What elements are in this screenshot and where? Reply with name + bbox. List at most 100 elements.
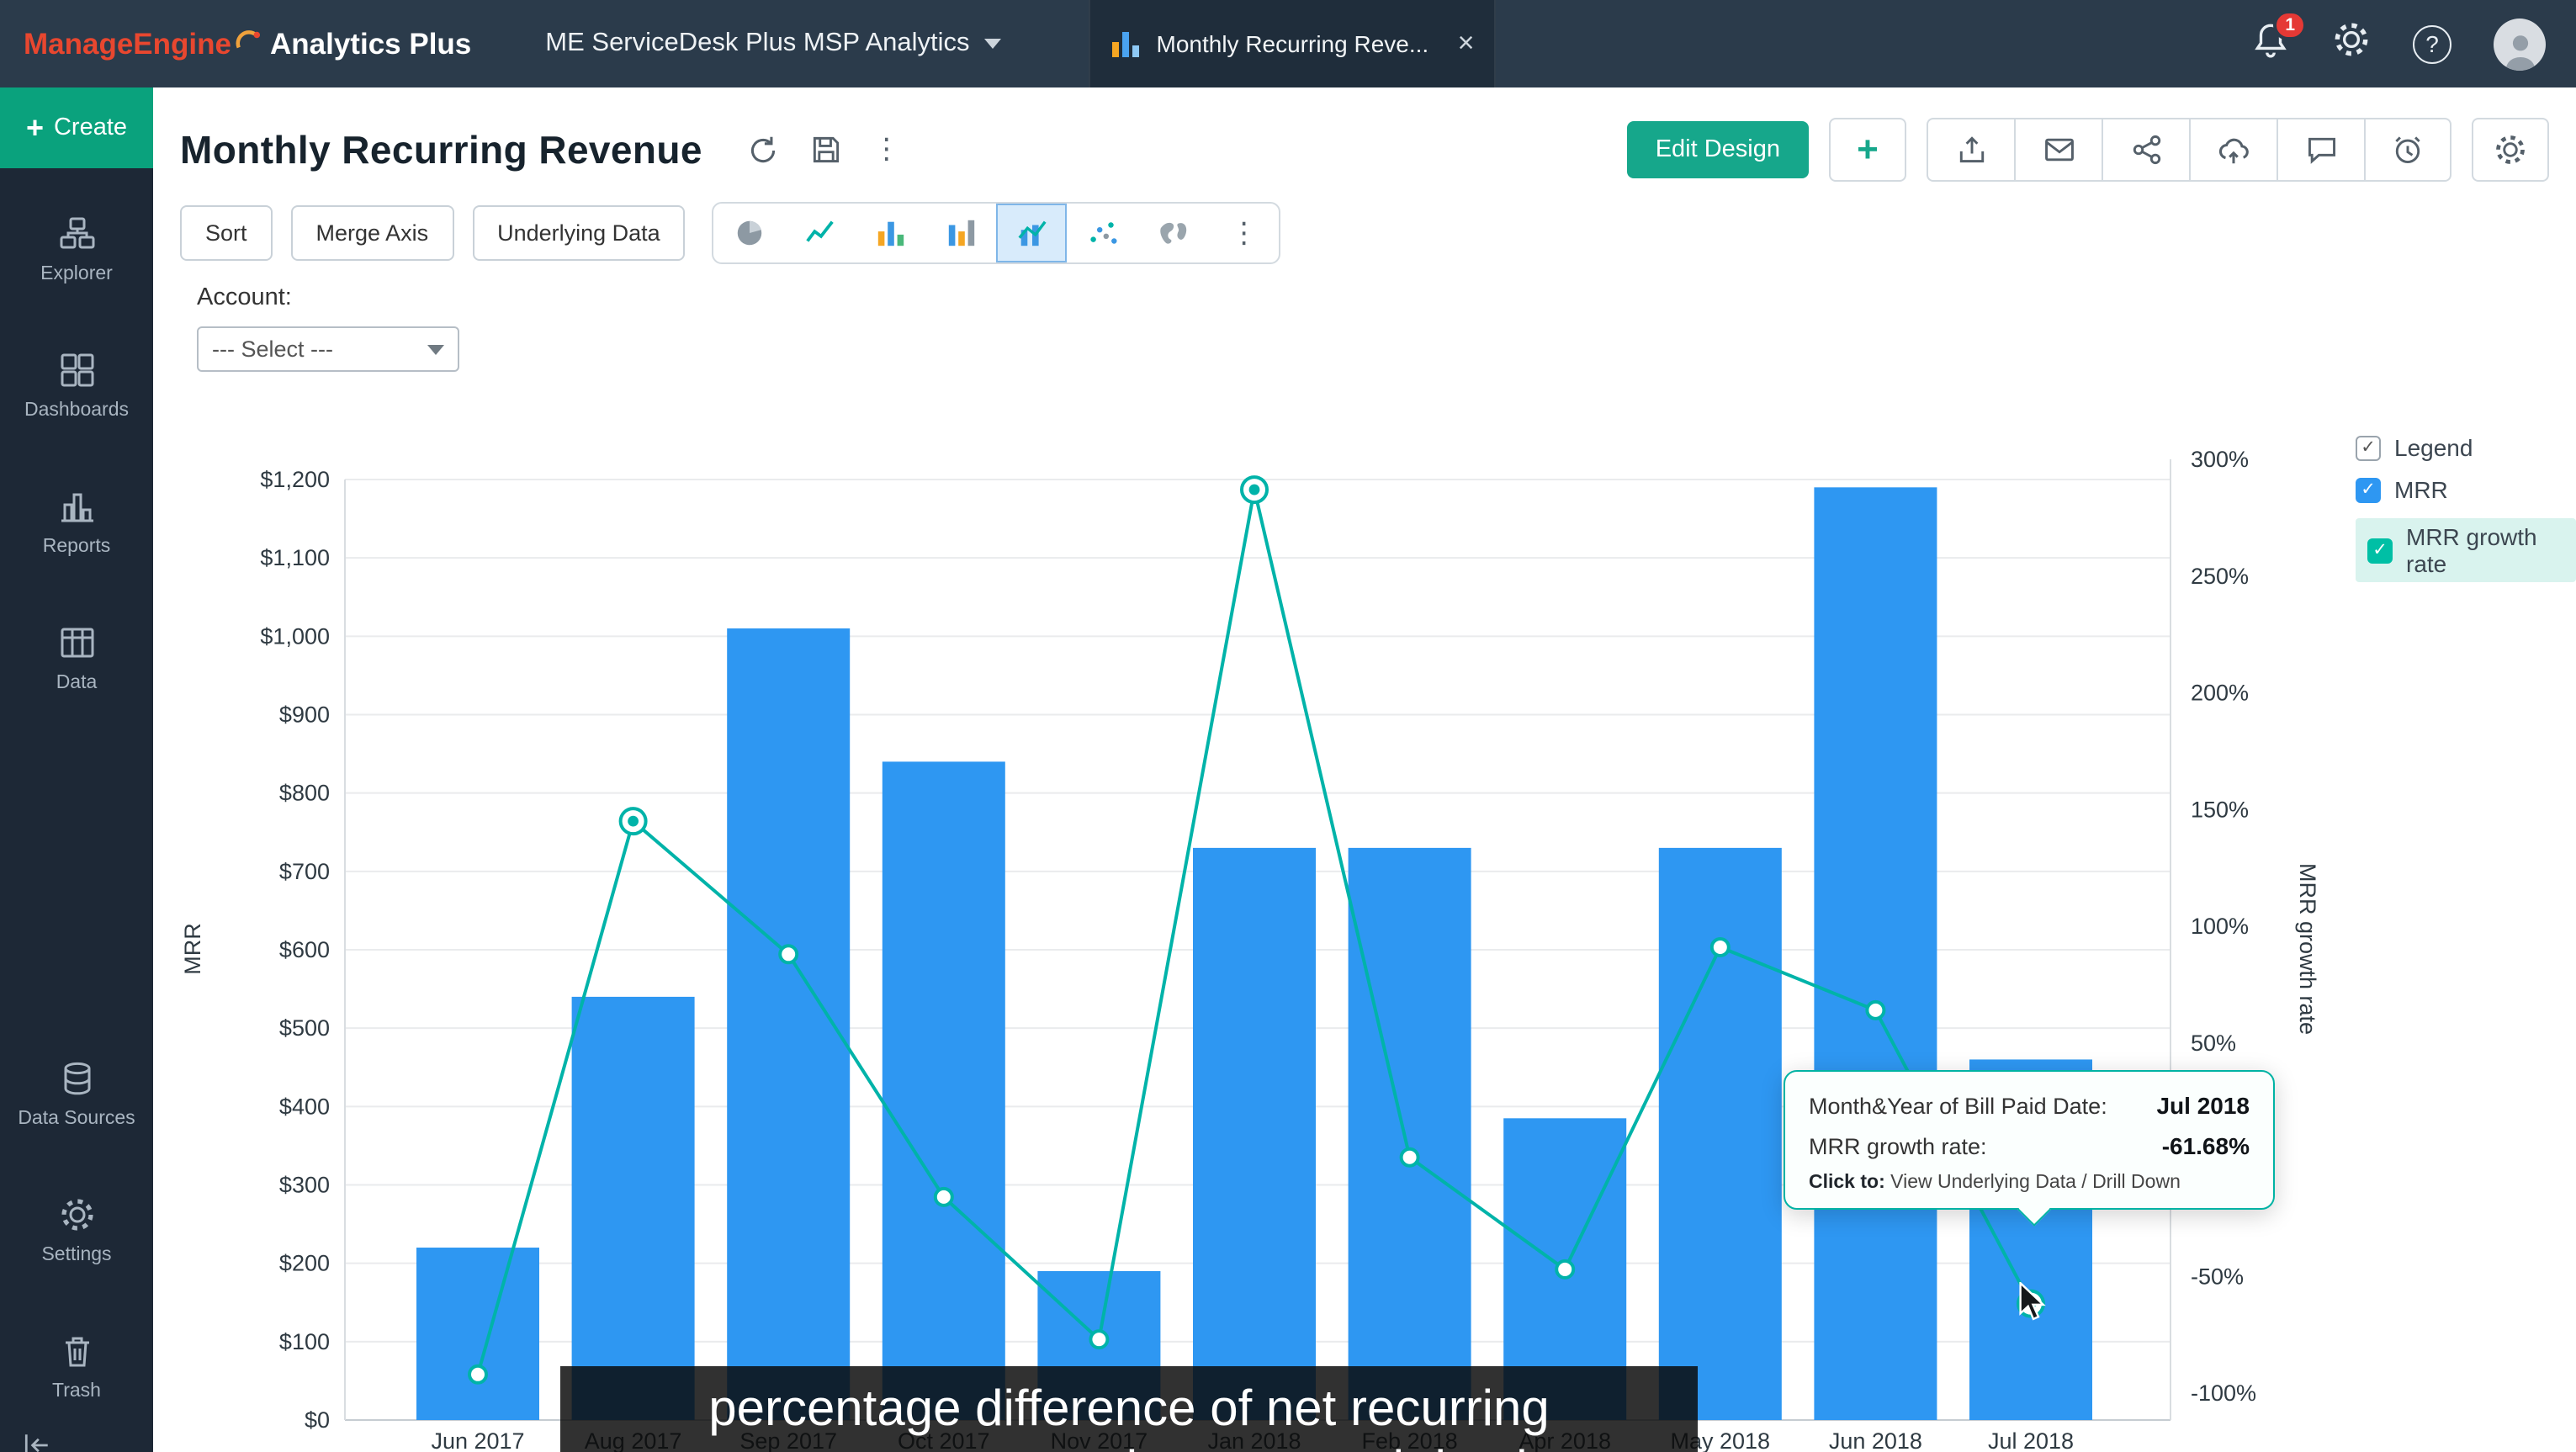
chevron-down-icon [984, 39, 1002, 49]
svg-text:50%: 50% [2191, 1031, 2236, 1056]
chart-type-pie[interactable] [714, 204, 785, 262]
legend-item-mrr-growth-rate[interactable]: ✓ MRR growth rate [2356, 518, 2576, 582]
sidebar-item-dashboards[interactable]: Dashboards [0, 331, 153, 441]
chart-type-bar[interactable] [856, 204, 926, 262]
column-chart-icon [948, 220, 974, 246]
sidebar-spacer [0, 713, 153, 1013]
notification-badge: 1 [2273, 10, 2307, 40]
cursor-arrow-icon [2019, 1280, 2046, 1321]
legend-item-mrr[interactable]: ✓ MRR [2356, 476, 2576, 503]
comments-button[interactable] [2277, 118, 2364, 182]
share-button[interactable] [2102, 118, 2189, 182]
sidebar-item-data-sources[interactable]: Data Sources [0, 1040, 153, 1149]
sidebar-item-settings[interactable]: Settings [0, 1176, 153, 1285]
svg-text:300%: 300% [2191, 447, 2249, 472]
legend-item-label: MRR growth rate [2406, 523, 2537, 577]
more-options-icon[interactable]: ⋮ [872, 133, 901, 165]
svg-text:250%: 250% [2191, 564, 2249, 589]
report-tab[interactable]: Monthly Recurring Reve... × [1089, 0, 1497, 87]
line-chart-icon [805, 220, 834, 242]
report-header: Monthly Recurring Revenue ⋮ Edit Design … [153, 87, 2576, 188]
export-button[interactable] [1927, 118, 2014, 182]
svg-text:$700: $700 [279, 859, 330, 884]
check-icon: ✓ [2372, 540, 2388, 560]
chart-type-combo[interactable] [996, 204, 1068, 262]
svg-text:$900: $900 [279, 702, 330, 728]
left-sidebar: + Create Explorer Dashboards Reports [0, 87, 153, 1452]
svg-text:$400: $400 [279, 1094, 330, 1119]
gear-icon [61, 1199, 93, 1231]
sidebar-item-data[interactable]: Data [0, 604, 153, 713]
sidebar-item-label: Data [56, 673, 98, 693]
svg-text:$500: $500 [279, 1015, 330, 1041]
sidebar-item-trash[interactable]: Trash [0, 1312, 153, 1422]
help-button[interactable]: ? [2413, 24, 2451, 63]
sidebar-collapse-button[interactable] [0, 1422, 153, 1452]
tooltip-row: MRR growth rate: -61.68% [1809, 1132, 2250, 1159]
svg-text:$800: $800 [279, 781, 330, 806]
svg-text:$600: $600 [279, 937, 330, 962]
save-icon[interactable] [810, 133, 844, 167]
tooltip-label: MRR growth rate: [1809, 1134, 1987, 1159]
caption-overlay: percentage difference of net recurring r… [560, 1366, 1698, 1452]
settings-button[interactable] [2332, 20, 2371, 67]
mouse-cursor [2014, 1280, 2051, 1331]
title-action-icons: ⋮ [746, 132, 901, 167]
chart-type-map[interactable] [1138, 204, 1209, 262]
legend-checkbox[interactable]: ✓ [2356, 435, 2381, 460]
notifications-button[interactable]: 1 [2251, 10, 2307, 67]
svg-text:-100%: -100% [2191, 1380, 2256, 1406]
svg-text:Jul 2018: Jul 2018 [1988, 1428, 2074, 1452]
merge-axis-button[interactable]: Merge Axis [290, 205, 454, 261]
create-button[interactable]: + Create [0, 87, 153, 168]
database-icon [63, 1062, 90, 1095]
underlying-data-button[interactable]: Underlying Data [472, 205, 686, 261]
alerts-button[interactable] [2364, 118, 2451, 182]
workspace-dropdown[interactable]: ME ServiceDesk Plus MSP Analytics [545, 29, 1002, 59]
scatter-chart-icon [1090, 222, 1117, 244]
chart-type-scatter[interactable] [1068, 204, 1138, 262]
mrr-checkbox[interactable]: ✓ [2356, 477, 2381, 502]
edit-design-button[interactable]: Edit Design [1626, 121, 1809, 178]
brand-analytics-plus: Analytics Plus [270, 26, 472, 60]
publish-button[interactable] [2189, 118, 2277, 182]
trash-icon [65, 1337, 88, 1367]
chart-legend: ✓ Legend ✓ MRR ✓ MRR growth rate [2356, 434, 2576, 597]
report-settings-button[interactable] [2472, 118, 2549, 182]
svg-text:$200: $200 [279, 1251, 330, 1276]
tooltip-footer-text: View Underlying Data / Drill Down [1890, 1173, 2181, 1193]
chart-type-more[interactable]: ⋮ [1209, 204, 1280, 262]
tooltip-row: Month&Year of Bill Paid Date: Jul 2018 [1809, 1092, 2250, 1119]
plus-icon: + [1857, 128, 1879, 170]
legend-header[interactable]: ✓ Legend [2356, 434, 2576, 461]
chart-type-line[interactable] [785, 204, 856, 262]
sort-button[interactable]: Sort [180, 205, 273, 261]
account-filter: Account: --- Select --- [153, 268, 2576, 372]
refresh-icon[interactable] [746, 132, 782, 167]
collapse-arrow-icon [24, 1434, 48, 1452]
sidebar-item-label: Data Sources [18, 1109, 135, 1129]
workspace-name: ME ServiceDesk Plus MSP Analytics [545, 29, 970, 57]
sidebar-item-label: Settings [41, 1245, 112, 1265]
chart-type-column[interactable] [926, 204, 997, 262]
share-nodes-icon [2132, 135, 2160, 165]
email-button[interactable] [2014, 118, 2102, 182]
chart-toolbar: Sort Merge Axis Underlying Data [153, 188, 2576, 268]
share-button-group [1927, 118, 2451, 182]
brand-logo: ManageEngine Analytics Plus [0, 26, 471, 61]
sidebar-item-reports[interactable]: Reports [0, 468, 153, 577]
svg-text:MRR growth rate: MRR growth rate [2295, 863, 2320, 1035]
mrr-growth-checkbox[interactable]: ✓ [2367, 538, 2393, 563]
add-button[interactable]: + [1829, 118, 1906, 182]
question-mark-icon: ? [2425, 30, 2439, 57]
brand-manageengine: ManageEngine [24, 26, 231, 60]
sidebar-item-explorer[interactable]: Explorer [0, 195, 153, 305]
combo-chart-icon [1018, 220, 1047, 246]
cloud-upload-icon [2218, 137, 2249, 163]
caption-line-2: revenue on a month over month basis [560, 1440, 1698, 1452]
account-filter-label: Account: [197, 284, 292, 311]
tab-close-icon[interactable]: × [1457, 27, 1475, 59]
account-select[interactable]: --- Select --- [197, 326, 459, 372]
user-avatar[interactable] [2494, 18, 2546, 70]
